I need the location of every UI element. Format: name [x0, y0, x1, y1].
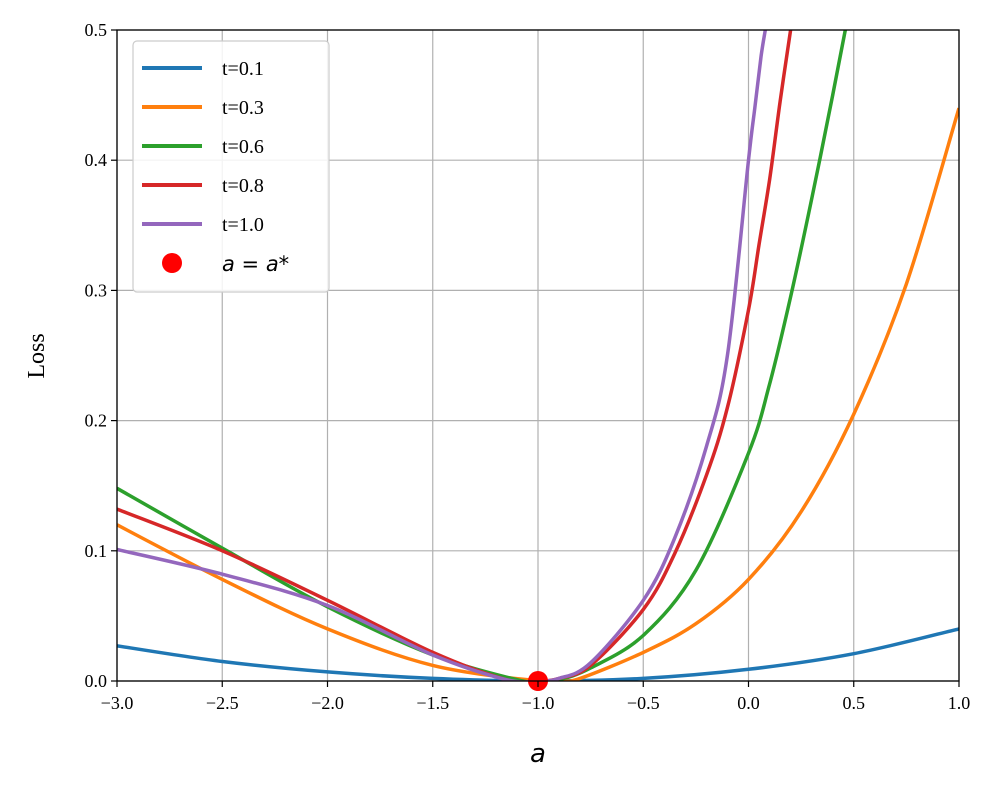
legend: t=0.1 t=0.3 t=0.6 t=0.8 t=1.0 a = a* — [132, 40, 330, 293]
series-line-2 — [117, 107, 959, 681]
legend-label-2: t=0.3 — [222, 97, 264, 119]
y-tick-label: 0.1 — [85, 541, 108, 561]
legend-label-4: t=0.8 — [222, 175, 264, 197]
x-tick-label: 1.0 — [948, 693, 971, 713]
series-line-1 — [117, 627, 959, 681]
y-tick-label: 0.2 — [85, 411, 108, 431]
x-tick-label: −2.5 — [206, 693, 239, 713]
legend-marker-swatch — [162, 253, 182, 273]
y-tick-label: 0.5 — [85, 20, 108, 40]
x-tick-label: −1.5 — [416, 693, 449, 713]
y-tick-label: 0.3 — [85, 280, 108, 300]
x-tick-label: −3.0 — [101, 693, 134, 713]
legend-box — [132, 40, 330, 293]
series-line-5 — [117, 30, 768, 681]
legend-label-marker: a = a* — [222, 252, 289, 276]
y-tick-label: 0.0 — [85, 671, 108, 691]
legend-label-1: t=0.1 — [222, 58, 264, 80]
x-tick-label: −0.5 — [627, 693, 660, 713]
legend-label-5: t=1.0 — [222, 214, 264, 236]
series-line-4 — [117, 30, 793, 681]
x-tick-label: 0.0 — [737, 693, 760, 713]
y-tick-label: 0.4 — [85, 150, 108, 170]
series-line-3 — [117, 30, 848, 681]
x-tick-label: 0.5 — [843, 693, 866, 713]
x-axis-label: a — [530, 739, 546, 769]
x-tick-label: −2.0 — [311, 693, 344, 713]
axis-ticks: −3.0 −2.5 −2.0 −1.5 −1.0 −0.5 0.0 0.5 1.0 0.0 0.1 0… — [85, 20, 971, 713]
series-layer — [117, 30, 959, 681]
x-tick-label: −1.0 — [522, 693, 555, 713]
y-axis-label: Loss — [24, 333, 50, 378]
legend-label-3: t=0.6 — [222, 136, 264, 158]
